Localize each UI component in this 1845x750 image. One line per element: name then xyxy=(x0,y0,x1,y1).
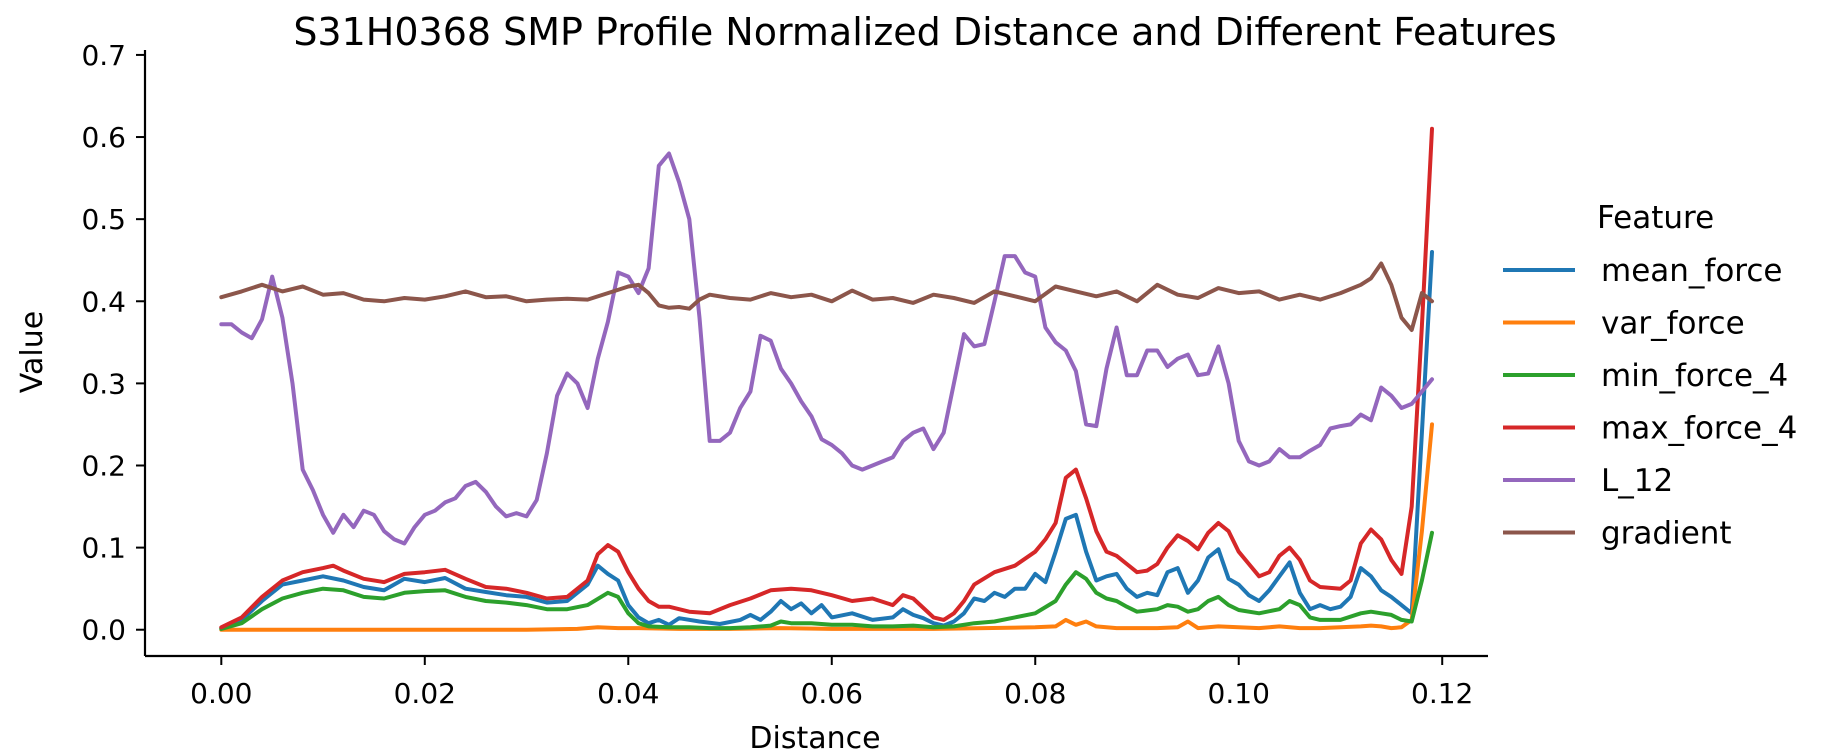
legend: Feature mean_force var_force min_force_4ma… xyxy=(1503,200,1797,552)
x-ticks: 0.00 0.02 0.04 0.06 0.08 0.10 0.12 xyxy=(190,656,1473,710)
legend-label: var_force xyxy=(1601,306,1745,342)
y-tick-label: 0.5 xyxy=(81,203,126,236)
y-axis-title: Value xyxy=(15,311,50,393)
y-tick-label: 0.2 xyxy=(81,449,126,482)
series-line-L-12 xyxy=(219,151,1434,546)
x-axis-title: Distance xyxy=(749,721,880,750)
y-tick-label: 0.7 xyxy=(81,39,126,72)
series-line-var-force xyxy=(219,422,1434,632)
legend-title: Feature xyxy=(1597,200,1714,236)
legend-item-L-12: L_12 xyxy=(1503,463,1673,499)
legend-label: L_12 xyxy=(1601,463,1673,499)
x-tick-label: 0.12 xyxy=(1411,677,1473,710)
series-line-gradient xyxy=(219,261,1434,332)
legend-item-min-force-4: min_force_4 xyxy=(1503,358,1788,394)
legend-label: min_force_4 xyxy=(1601,358,1788,394)
legend-item-gradient: gradient xyxy=(1503,516,1732,552)
y-tick-label: 0.1 xyxy=(81,532,126,565)
legend-label: gradient xyxy=(1601,516,1732,552)
x-tick-label: 0.08 xyxy=(1004,677,1066,710)
x-tick-label: 0.00 xyxy=(190,677,252,710)
x-tick-label: 0.10 xyxy=(1208,677,1270,710)
y-ticks: 0.0 0.1 0.2 0.3 0.4 0.5 0.6 0.7 xyxy=(81,39,145,647)
y-tick-label: 0.3 xyxy=(81,367,126,400)
series-line-min-force-4 xyxy=(219,530,1434,631)
x-tick-label: 0.06 xyxy=(801,677,863,710)
axes xyxy=(143,50,1488,658)
legend-label: mean_force xyxy=(1601,253,1782,289)
y-tick-label: 0.0 xyxy=(81,614,126,647)
legend-item-max-force-4: max_force_4 xyxy=(1503,411,1797,447)
x-tick-label: 0.02 xyxy=(394,677,456,710)
plot-area xyxy=(219,126,1434,632)
series-line-mean-force xyxy=(219,250,1434,631)
y-tick-label: 0.6 xyxy=(81,121,126,154)
series-line-max-force-4 xyxy=(219,126,1434,630)
legend-item-var-force: var_force xyxy=(1503,306,1745,342)
legend-item-mean-force: mean_force xyxy=(1503,253,1782,289)
y-tick-label: 0.4 xyxy=(81,285,126,318)
x-tick-label: 0.04 xyxy=(597,677,659,710)
legend-label: max_force_4 xyxy=(1601,411,1797,447)
chart-title: S31H0368 SMP Profile Normalized Distance… xyxy=(293,10,1556,54)
